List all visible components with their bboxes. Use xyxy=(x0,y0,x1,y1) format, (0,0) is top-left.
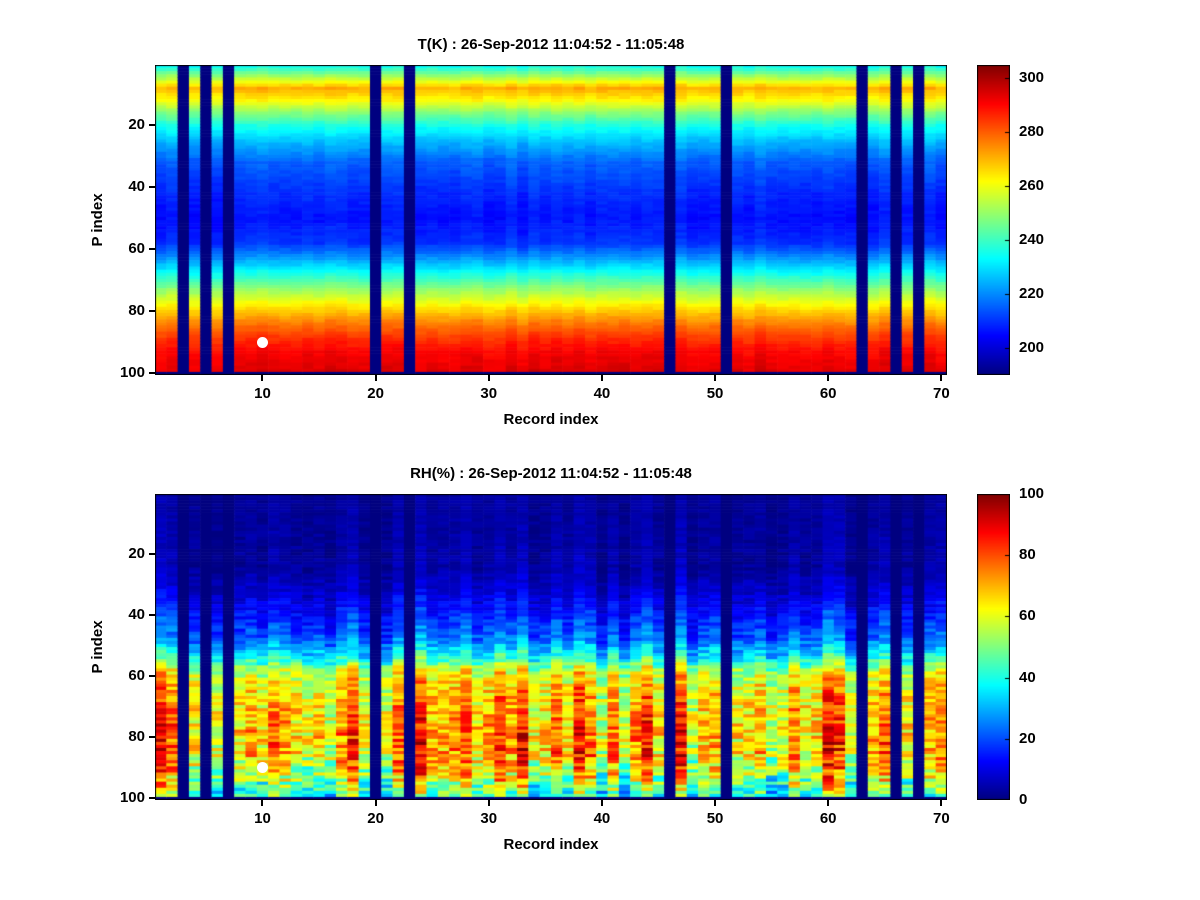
temperature-y-axis-label: P index xyxy=(89,193,106,247)
colorbar-tick-label: 220 xyxy=(1019,285,1045,303)
x-tick-label: 30 xyxy=(480,385,498,402)
temperature-plot-title: T(K) : 26-Sep-2012 11:04:52 - 11:05:48 xyxy=(417,36,685,53)
humidity-selected-record-marker xyxy=(256,762,268,774)
y-tick-label: 80 xyxy=(128,302,145,320)
y-tick-mark xyxy=(149,310,155,313)
x-tick-mark xyxy=(600,375,603,381)
y-tick-mark xyxy=(149,372,155,375)
y-tick-mark xyxy=(149,248,155,251)
temperature-colorbar xyxy=(977,65,1010,375)
colorbar-tick-label: 260 xyxy=(1019,177,1045,195)
colorbar-tick-label: 240 xyxy=(1019,231,1045,249)
y-tick-mark xyxy=(149,186,155,189)
y-tick-mark xyxy=(149,675,155,678)
colorbar-tick-label: 300 xyxy=(1019,69,1045,87)
x-tick-label: 50 xyxy=(706,385,724,402)
x-tick-label: 70 xyxy=(932,385,950,402)
humidity-colorbar xyxy=(977,494,1010,800)
x-tick-label: 40 xyxy=(593,385,611,402)
y-tick-mark xyxy=(149,124,155,127)
x-tick-mark xyxy=(600,800,603,806)
colorbar-tick-label: 60 xyxy=(1019,607,1036,625)
x-tick-mark xyxy=(714,800,717,806)
y-tick-label: 80 xyxy=(128,728,145,746)
colorbar-tick-label: 80 xyxy=(1019,546,1036,564)
y-tick-label: 20 xyxy=(128,116,145,134)
temperature-selected-record-marker xyxy=(256,336,268,348)
humidity-heatmap xyxy=(155,494,947,800)
x-tick-label: 20 xyxy=(367,810,384,827)
colorbar-tick-label: 20 xyxy=(1019,729,1036,747)
y-tick-label: 20 xyxy=(128,544,145,562)
x-tick-label: 60 xyxy=(819,385,837,402)
x-tick-label: 70 xyxy=(932,810,950,827)
humidity-plot-title: RH(%) : 26-Sep-2012 11:04:52 - 11:05:48 xyxy=(410,465,692,482)
y-tick-label: 100 xyxy=(119,364,145,382)
x-tick-mark xyxy=(487,800,490,806)
y-tick-label: 60 xyxy=(128,667,145,685)
y-tick-mark xyxy=(149,613,155,616)
x-tick-label: 50 xyxy=(706,810,724,827)
x-tick-label: 20 xyxy=(367,385,384,402)
x-tick-mark xyxy=(827,800,830,806)
colorbar-tick-label: 0 xyxy=(1019,791,1028,808)
y-tick-mark xyxy=(149,736,155,739)
x-tick-label: 10 xyxy=(254,385,271,402)
x-tick-mark xyxy=(374,375,377,381)
x-tick-label: 40 xyxy=(593,810,611,827)
temperature-heatmap xyxy=(155,65,947,375)
x-tick-mark xyxy=(940,375,943,381)
x-tick-mark xyxy=(714,375,717,381)
y-tick-mark xyxy=(149,552,155,555)
temperature-x-axis-label: Record index xyxy=(503,411,599,428)
colorbar-tick-label: 100 xyxy=(1019,485,1045,502)
x-tick-label: 60 xyxy=(819,810,837,827)
colorbar-tick-label: 200 xyxy=(1019,339,1045,357)
colorbar-tick-label: 280 xyxy=(1019,123,1045,141)
colorbar-tick-label: 40 xyxy=(1019,668,1036,686)
x-tick-mark xyxy=(487,375,490,381)
x-tick-mark xyxy=(261,800,264,806)
x-tick-label: 30 xyxy=(480,810,498,827)
y-tick-label: 100 xyxy=(119,789,145,807)
x-tick-label: 10 xyxy=(254,810,271,827)
x-tick-mark xyxy=(940,800,943,806)
y-tick-mark xyxy=(149,797,155,800)
x-tick-mark xyxy=(261,375,264,381)
humidity-x-axis-label: Record index xyxy=(503,836,599,853)
y-tick-label: 40 xyxy=(128,178,145,196)
y-tick-label: 40 xyxy=(128,605,145,623)
y-tick-label: 60 xyxy=(128,240,145,258)
humidity-y-axis-label: P index xyxy=(89,620,106,674)
x-tick-mark xyxy=(827,375,830,381)
x-tick-mark xyxy=(374,800,377,806)
